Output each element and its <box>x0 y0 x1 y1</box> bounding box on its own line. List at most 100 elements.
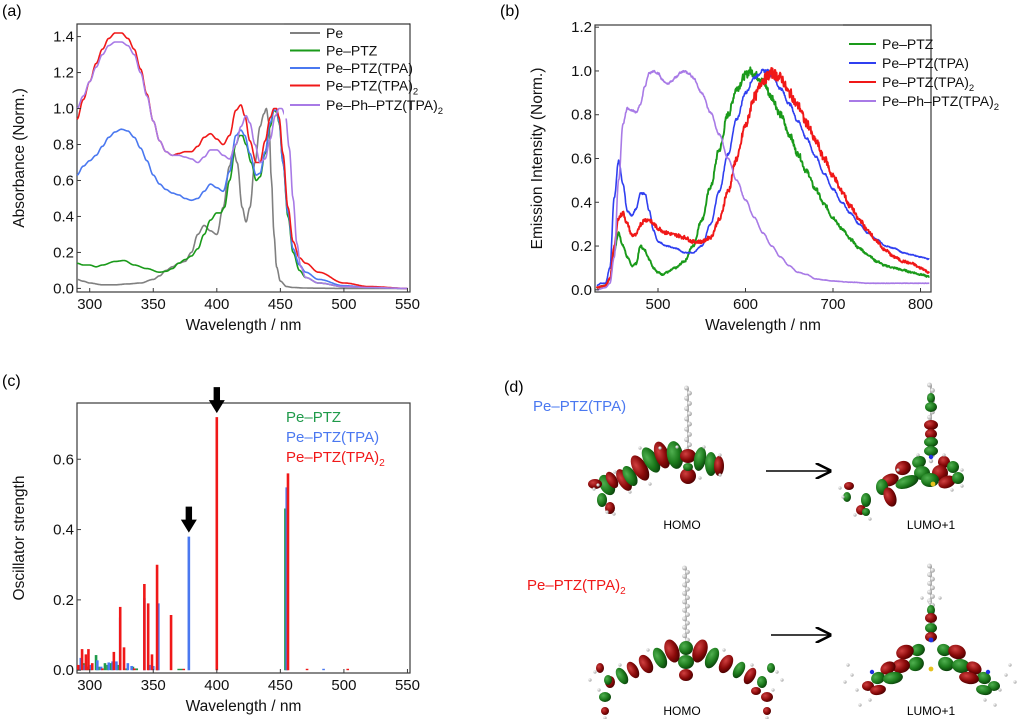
legend-label: Pe–PTZ(TPA) <box>286 429 379 446</box>
orbital-lobe-positive <box>596 663 604 673</box>
atom <box>938 596 942 600</box>
x-tick-label: 500 <box>645 296 670 313</box>
legend-label: Pe–PTZ(TPA) <box>882 55 969 71</box>
x-tick-label: 600 <box>733 296 758 313</box>
atom <box>628 490 632 494</box>
legend-label: Pe–Ph–PTZ(TPA)2 <box>882 93 999 113</box>
sulfur-atom <box>930 481 936 487</box>
series-line-pe <box>76 107 408 290</box>
atom <box>596 483 600 487</box>
atom <box>675 445 679 449</box>
orbital-lobe-negative <box>947 461 959 473</box>
homo-orbital-1 <box>588 385 724 516</box>
atom <box>896 468 900 472</box>
atom <box>685 629 690 634</box>
atom <box>718 453 722 457</box>
legend-label: Pe–PTZ <box>326 43 378 59</box>
atom <box>846 663 850 667</box>
orbital-lobe-negative <box>895 475 919 489</box>
emission-chart: 500 600 700 800 0.0 0.2 0.4 0.6 0.8 1.0 1.2 Wavelen… <box>529 19 999 334</box>
x-tick-label: 350 <box>141 677 166 694</box>
atom <box>682 633 687 639</box>
orbital-lobe-positive <box>664 639 680 663</box>
orbital-lobe-positive <box>679 669 693 681</box>
series-line-pe-ptz-tpa-2 <box>595 67 931 289</box>
orbital-lobe-negative <box>757 676 767 688</box>
orbital-lobe-positive <box>925 429 937 439</box>
orbital-lobe-positive <box>626 661 640 679</box>
y-tick-label: 1.2 <box>53 65 74 82</box>
orbital-lobe-positive <box>751 687 761 695</box>
atom <box>592 487 596 491</box>
orbital-lobe-negative <box>652 647 668 669</box>
atom <box>682 574 687 579</box>
absorbance-chart: 300 350 400 450 500 550 0.0 0.2 0.4 0.6 0.8 1.0 1.2 1… <box>11 23 443 334</box>
highlight-arrow-icon <box>180 506 197 533</box>
highlight-arrow-icon <box>208 387 225 414</box>
atom <box>858 703 862 707</box>
atom <box>605 510 609 514</box>
molecule-2-label: Pe–PTZ(TPA)2 <box>527 577 626 597</box>
orbital-lobe-negative <box>927 605 935 615</box>
atom <box>771 688 775 692</box>
x-tick-label: 350 <box>141 296 166 313</box>
orbital-lobe-negative <box>921 473 939 487</box>
orbital-lobe-positive <box>896 644 914 660</box>
atom <box>588 678 592 682</box>
atom <box>1004 673 1008 677</box>
x-tick-label: 450 <box>268 296 293 313</box>
nitrogen-atom <box>928 637 934 643</box>
lumo1-label-1: LUMO+1 <box>907 518 956 532</box>
orbital-lobe-negative <box>912 455 926 469</box>
orbital-lobe-positive <box>870 684 886 696</box>
panel-label-b: (b) <box>500 3 520 20</box>
series-line-pe-ptz-tpa- <box>596 68 930 287</box>
atom <box>685 620 690 626</box>
orbital-lobe-negative <box>883 671 903 685</box>
y-tick-label: 1.4 <box>53 29 74 46</box>
orbital-lobe-negative <box>604 675 612 685</box>
orbital-lobe-positive <box>763 707 771 715</box>
orbital-lobe-positive <box>601 707 609 715</box>
atom <box>648 482 652 486</box>
orbital-lobe-negative <box>862 508 870 516</box>
atom <box>597 688 601 692</box>
atom <box>930 585 935 591</box>
atom <box>698 476 702 480</box>
legend-label: Pe–Ph–PTZ(TPA)2 <box>326 97 443 117</box>
orbital-lobe-positive <box>761 692 773 702</box>
series-line-pe-ptz <box>76 109 408 290</box>
atom <box>684 437 689 442</box>
orbital-lobe-negative <box>683 463 693 471</box>
y-tick-label: 0.4 <box>53 208 74 225</box>
orbital-lobe-positive <box>892 658 910 674</box>
atom <box>685 569 690 575</box>
atom <box>960 468 964 472</box>
orbital-lobe-positive <box>880 661 896 675</box>
atom <box>927 382 932 388</box>
y-axis-label: Emission Intensity (Norm.) <box>529 68 546 250</box>
orbital-lobe-positive <box>966 661 982 675</box>
atom <box>685 578 690 584</box>
atom <box>930 387 935 393</box>
plot-frame <box>76 402 411 674</box>
atom <box>685 612 690 617</box>
y-tick-label: 0.0 <box>53 280 74 297</box>
orbital-lobe-positive <box>714 456 724 476</box>
legend: Pe–PTZ Pe–PTZ(TPA) Pe–PTZ(TPA)2Pe–Ph–PTZ(T… <box>843 24 999 118</box>
legend-label: Pe–PTZ(TPA) <box>326 60 413 76</box>
atom <box>646 648 650 652</box>
orbital-lobe-positive <box>743 667 757 685</box>
orbital-lobe-positive <box>718 654 734 674</box>
x-axis-label: Wavelength / nm <box>186 698 302 715</box>
legend: Pe–PTZ Pe–PTZ(TPA) Pe–PTZ(TPA)2 <box>286 409 385 469</box>
y-tick-label: 1.2 <box>571 19 592 36</box>
atom <box>843 680 847 684</box>
orbital-lobe-negative <box>938 656 954 672</box>
y-tick-label: 1.0 <box>53 101 74 118</box>
atom <box>682 616 687 622</box>
atom <box>682 582 687 588</box>
panel-label-d: (d) <box>504 379 524 396</box>
orbital-lobe-negative <box>641 447 661 473</box>
x-tick-label: 800 <box>908 296 933 313</box>
